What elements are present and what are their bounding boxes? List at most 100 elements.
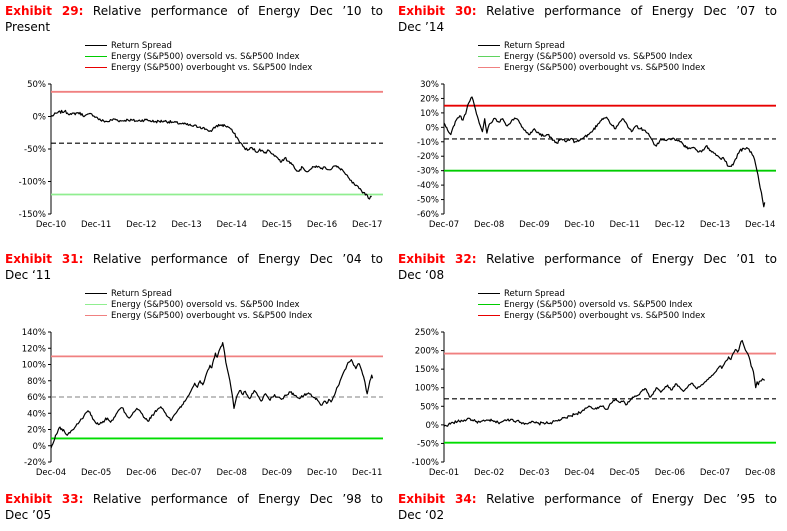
oversold-line-swatch-icon (478, 56, 500, 58)
legend-label: Return Spread (111, 40, 172, 51)
svg-text:Dec-16: Dec-16 (307, 220, 337, 230)
svg-text:0%: 0% (33, 113, 47, 123)
svg-text:Dec-03: Dec-03 (519, 468, 549, 478)
exhibit-29-label: Exhibit 29: (5, 4, 84, 18)
legend-label: Energy (S&P500) overbought vs. S&P500 In… (111, 310, 313, 321)
exhibit-32-chart: 250% 200% 150% 100% 50% 0% -50% -100%Dec-01 Dec-… (412, 328, 776, 478)
overbought-line-swatch-icon (478, 67, 500, 69)
svg-text:Dec-08: Dec-08 (474, 220, 504, 230)
exhibit-30-title-line2: Dec ’14 (398, 19, 445, 34)
return-spread-line-swatch-icon (478, 45, 500, 47)
svg-text:80%: 80% (27, 377, 46, 387)
legend-item-oversold: Energy (S&P500) oversold vs. S&P500 Inde… (85, 51, 383, 62)
svg-text:Dec-01: Dec-01 (429, 468, 459, 478)
svg-text:Dec-14: Dec-14 (217, 220, 247, 230)
exhibit-32-label: Exhibit 32: (398, 252, 477, 266)
exhibit-32-title: Exhibit 32: Relative performance of Ener… (398, 252, 777, 283)
legend-item-overbought: Energy (S&P500) overbought vs. S&P500 In… (478, 310, 777, 321)
svg-text:Dec-12: Dec-12 (126, 220, 156, 230)
exhibit-30-label: Exhibit 30: (398, 4, 477, 18)
exhibit-31-title-text: Relative performance of Energy Dec ’04 t… (92, 252, 383, 266)
svg-text:20%: 20% (420, 95, 439, 105)
svg-text:Dec-07: Dec-07 (171, 468, 201, 478)
svg-text:Dec-05: Dec-05 (610, 468, 640, 478)
overbought-line-swatch-icon (85, 315, 107, 317)
svg-text:100%: 100% (22, 361, 46, 371)
exhibit-29-legend: Return Spread Energy (S&P500) oversold v… (85, 40, 383, 73)
exhibit-29-title-line1: Exhibit 29: Relative performance of Ener… (5, 4, 383, 20)
oversold-line-swatch-icon (85, 56, 107, 58)
legend-item-overbought: Energy (S&P500) overbought vs. S&P500 In… (478, 62, 777, 73)
svg-text:Dec-09: Dec-09 (519, 220, 549, 230)
svg-text:50%: 50% (27, 80, 46, 90)
exhibit-33-title: Exhibit 33: Relative performance of Ener… (5, 492, 383, 523)
exhibit-34-title: Exhibit 34: Relative performance of Ener… (398, 492, 777, 523)
svg-text:-100%: -100% (412, 458, 439, 468)
exhibit-32-title-line2: Dec ‘08 (398, 267, 445, 282)
legend-label: Energy (S&P500) oversold vs. S&P500 Inde… (504, 51, 693, 62)
exhibit-33-title-line2: Dec ’05 (5, 507, 52, 522)
panel-exhibit-30: Exhibit 30: Relative performance of Ener… (393, 0, 787, 248)
overbought-line-swatch-icon (85, 67, 107, 69)
panel-exhibit-31: Exhibit 31: Relative performance of Ener… (0, 248, 393, 488)
svg-text:50%: 50% (420, 402, 439, 412)
svg-text:Dec-04: Dec-04 (36, 468, 66, 478)
exhibit-34-title-line1: Exhibit 34: Relative performance of Ener… (398, 492, 777, 508)
exhibit-30-title-text: Relative performance of Energy Dec ’07 t… (486, 4, 777, 18)
svg-text:-40%: -40% (417, 181, 439, 191)
svg-text:10%: 10% (420, 109, 439, 119)
svg-text:Dec-04: Dec-04 (564, 468, 594, 478)
oversold-line-swatch-icon (85, 304, 107, 306)
legend-item-oversold: Energy (S&P500) oversold vs. S&P500 Inde… (478, 299, 777, 310)
svg-text:Dec-07: Dec-07 (429, 220, 459, 230)
exhibit-30-title: Exhibit 30: Relative performance of Ener… (398, 4, 777, 35)
legend-label: Return Spread (504, 40, 565, 51)
svg-text:Dec-12: Dec-12 (655, 220, 685, 230)
panel-exhibit-33: Exhibit 33: Relative performance of Ener… (0, 488, 393, 531)
svg-text:140%: 140% (22, 328, 46, 338)
svg-text:Dec-05: Dec-05 (81, 468, 111, 478)
exhibit-33-title-text: Relative performance of Energy Dec ’98 t… (92, 492, 383, 506)
exhibit-30-title-line1: Exhibit 30: Relative performance of Ener… (398, 4, 777, 20)
svg-text:0%: 0% (33, 442, 47, 452)
exhibit-32-title-text: Relative performance of Energy Dec ’01 t… (486, 252, 777, 266)
legend-label: Energy (S&P500) overbought vs. S&P500 In… (504, 62, 706, 73)
svg-text:150%: 150% (415, 365, 439, 375)
svg-text:-150%: -150% (19, 210, 46, 220)
return-spread-line-swatch-icon (478, 293, 500, 295)
svg-text:Dec-08: Dec-08 (217, 468, 247, 478)
svg-text:250%: 250% (415, 328, 439, 338)
svg-text:Dec-13: Dec-13 (171, 220, 201, 230)
legend-label: Return Spread (111, 288, 172, 299)
svg-text:Dec-11: Dec-11 (352, 468, 382, 478)
svg-text:-50%: -50% (417, 440, 439, 450)
svg-text:Dec-06: Dec-06 (126, 468, 156, 478)
return-spread-line-swatch-icon (85, 45, 107, 47)
svg-text:Dec-11: Dec-11 (610, 220, 640, 230)
svg-text:40%: 40% (27, 409, 46, 419)
exhibit-32-title-line1: Exhibit 32: Relative performance of Ener… (398, 252, 777, 268)
svg-text:Dec-10: Dec-10 (564, 220, 594, 230)
legend-label: Energy (S&P500) oversold vs. S&P500 Inde… (504, 299, 693, 310)
svg-text:-50%: -50% (24, 145, 46, 155)
exhibit-29-title-text: Relative performance of Energy Dec ’10 t… (92, 4, 383, 18)
exhibit-33-title-line1: Exhibit 33: Relative performance of Ener… (5, 492, 383, 508)
svg-text:60%: 60% (27, 393, 46, 403)
exhibit-31-label: Exhibit 31: (5, 252, 84, 266)
svg-text:-30%: -30% (417, 167, 439, 177)
panel-exhibit-34: Exhibit 34: Relative performance of Ener… (393, 488, 787, 531)
legend-item-overbought: Energy (S&P500) overbought vs. S&P500 In… (85, 310, 383, 321)
svg-text:-20%: -20% (417, 152, 439, 162)
svg-text:Dec-17: Dec-17 (352, 220, 382, 230)
exhibit-30-chart: 30%20%10%0%-10%-20%-30%-40%-50%-60%Dec-0… (417, 80, 776, 230)
return-spread-line-swatch-icon (85, 293, 107, 295)
exhibit-31-title-line1: Exhibit 31: Relative performance of Ener… (5, 252, 383, 268)
exhibit-31-title: Exhibit 31: Relative performance of Ener… (5, 252, 383, 283)
svg-text:Dec-09: Dec-09 (262, 468, 292, 478)
panel-exhibit-32: Exhibit 32: Relative performance of Ener… (393, 248, 787, 488)
svg-text:Dec-13: Dec-13 (700, 220, 730, 230)
exhibit-33-label: Exhibit 33: (5, 492, 84, 506)
svg-text:-50%: -50% (417, 196, 439, 206)
svg-text:Dec-10: Dec-10 (36, 220, 66, 230)
overbought-line-swatch-icon (478, 315, 500, 317)
